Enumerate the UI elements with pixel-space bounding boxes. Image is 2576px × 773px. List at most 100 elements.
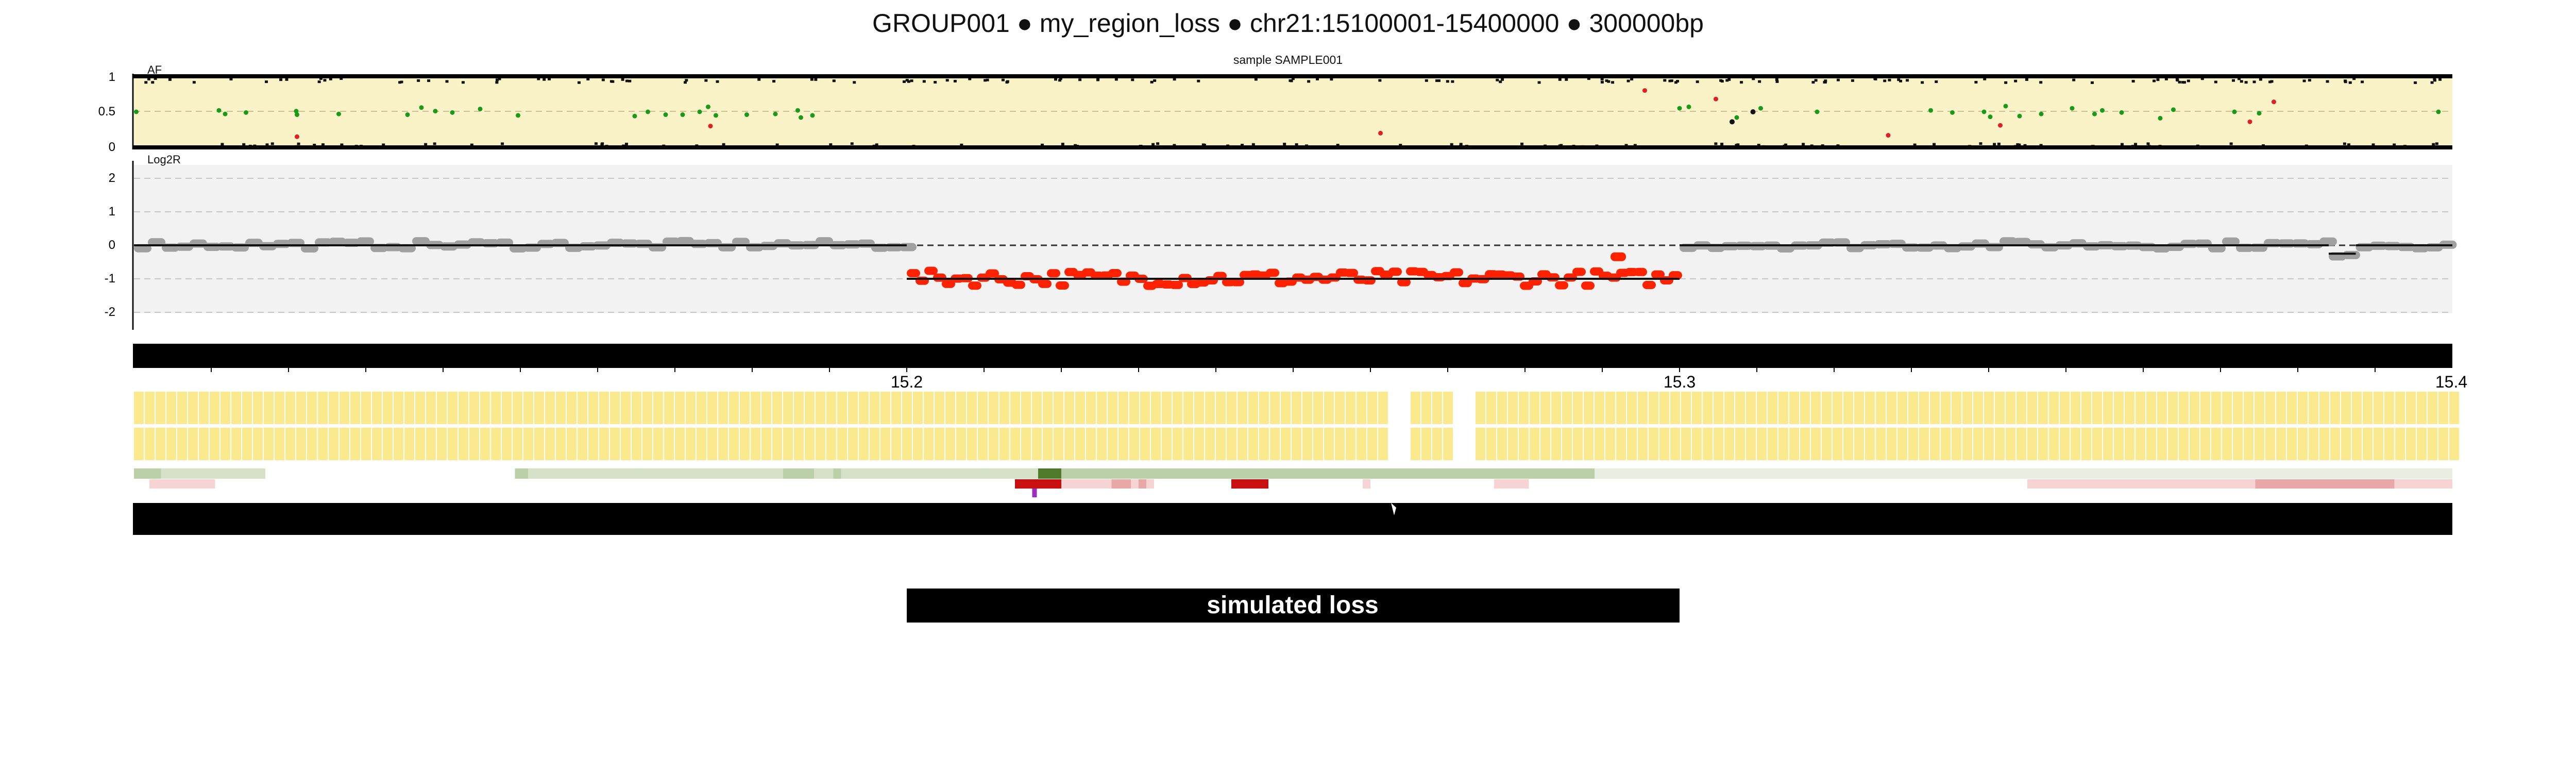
gene-block <box>2406 428 2416 460</box>
af-hom-point <box>1537 81 1541 84</box>
af-hom-point <box>1758 80 1761 83</box>
af-hom-point <box>832 79 836 82</box>
gene-block <box>707 428 717 460</box>
gene-block <box>1108 428 1117 460</box>
gene-block <box>1768 428 1777 460</box>
gene-block <box>2428 392 2437 424</box>
gene-block <box>848 392 858 424</box>
gene-block <box>870 392 879 424</box>
gene-block <box>285 428 295 460</box>
gene-block <box>242 392 252 424</box>
af-hom-point <box>2371 143 2375 146</box>
gene-block <box>534 392 544 424</box>
gene-block <box>1432 428 1442 460</box>
gene-block <box>1714 428 1723 460</box>
af-het-point <box>515 113 520 118</box>
gene-block <box>2352 428 2362 460</box>
log2r-point <box>1999 237 2017 246</box>
region-bar <box>906 589 1680 623</box>
gene-block <box>166 392 176 424</box>
gene-block <box>156 428 165 460</box>
annotation-green-block <box>1061 468 1595 479</box>
af-hom-point <box>2414 81 2417 84</box>
af-het-point <box>1928 108 1933 113</box>
af-hom-point <box>154 77 157 80</box>
gene-block <box>1227 428 1236 460</box>
af-hom-point <box>433 142 436 145</box>
gene-block <box>1227 392 1236 424</box>
af-het-point <box>2092 111 2097 116</box>
gene-block <box>469 392 479 424</box>
af-hom-point <box>2435 142 2438 145</box>
af-hom-point <box>1061 143 1064 146</box>
log2r-point <box>1985 243 2003 251</box>
gene-block <box>1605 428 1615 460</box>
gene-block <box>404 392 414 424</box>
af-hom-point <box>400 80 403 83</box>
af-hom-point <box>1173 144 1176 147</box>
af-hom-point <box>2014 79 2018 82</box>
gene-block <box>383 392 393 424</box>
af-het-point <box>336 111 341 116</box>
gene-block <box>761 428 771 460</box>
af-hom-point <box>1131 78 1134 81</box>
gene-block <box>1335 392 1345 424</box>
annotation-purple-marker <box>1032 489 1037 497</box>
af-hom-point <box>875 143 878 146</box>
gene-block <box>1746 392 1756 424</box>
af-hom-point <box>922 80 926 83</box>
gene-block <box>264 392 274 424</box>
af-hom-point <box>757 78 761 81</box>
af-hom-point <box>1757 144 1760 147</box>
gene-block <box>1086 428 1096 460</box>
gene-block <box>448 428 457 460</box>
gene-block <box>210 428 219 460</box>
gene-block <box>729 392 739 424</box>
af-hom-point <box>1836 78 1840 81</box>
gene-block <box>1854 428 1864 460</box>
gene-block <box>891 428 901 460</box>
af-ytick-0.5: 0.5 <box>98 105 115 119</box>
af-het-point <box>645 109 650 114</box>
annotation-green-block <box>841 468 1038 479</box>
log2r-point <box>676 237 694 245</box>
gene-block <box>134 428 144 460</box>
gene-block <box>253 428 263 460</box>
gene-block <box>642 428 652 460</box>
gene-block <box>2081 392 2091 424</box>
af-hom-point <box>772 80 776 83</box>
annotation-pink-block <box>2255 479 2395 489</box>
gene-block <box>2060 392 2070 424</box>
af-hom-point <box>2121 143 2124 146</box>
gene-block <box>2395 392 2405 424</box>
af-hom-point <box>285 78 289 81</box>
gene-block <box>1357 392 1366 424</box>
af-hom-point <box>968 77 972 80</box>
gene-block <box>199 428 209 460</box>
af-hom-point <box>1997 142 2001 145</box>
gene-block <box>2363 428 2372 460</box>
af-hom-point <box>986 78 989 81</box>
gene-block <box>2374 392 2383 424</box>
gene-block <box>686 392 696 424</box>
af-hom-point <box>321 143 325 146</box>
af-hom-point <box>470 143 473 146</box>
af-het-point <box>243 110 248 115</box>
af-hom-point <box>625 79 629 82</box>
gene-block <box>1681 392 1691 424</box>
af-het-point <box>223 111 228 116</box>
gene-block <box>2016 392 2026 424</box>
gene-block <box>2438 428 2448 460</box>
gene-block <box>2222 428 2232 460</box>
gene-block <box>1562 428 1572 460</box>
gene-block <box>2438 392 2448 424</box>
af-hom-point <box>684 81 687 84</box>
gene-block <box>1908 392 1918 424</box>
gene-block <box>1670 428 1680 460</box>
gene-block <box>588 428 598 460</box>
af-het-point <box>744 112 749 117</box>
af-hom-point <box>2182 81 2186 84</box>
gene-block <box>1865 428 1875 460</box>
af-het-point <box>450 110 455 115</box>
gene-block <box>502 428 512 460</box>
